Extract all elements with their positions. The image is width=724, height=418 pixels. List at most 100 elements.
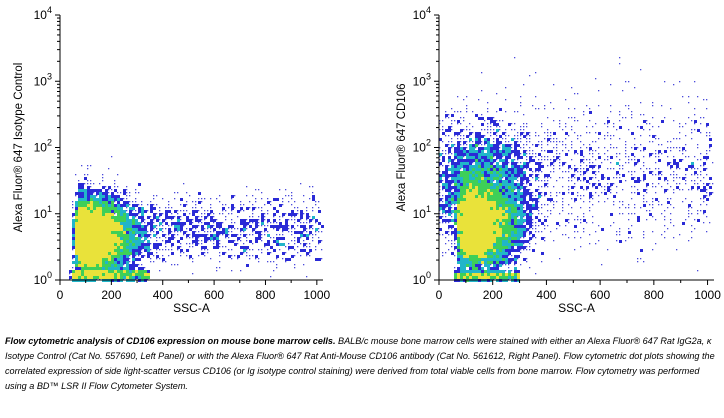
density-cell [162, 222, 164, 224]
density-cell [472, 171, 475, 174]
density-cell [487, 231, 490, 234]
density-cell [72, 216, 74, 218]
density-cell [442, 174, 445, 177]
density-cell [442, 186, 445, 189]
density-cell [96, 210, 99, 213]
density-cell [123, 270, 126, 273]
density-cell [520, 177, 523, 180]
density-cell [589, 183, 591, 185]
density-cell [475, 201, 478, 204]
density-cell [231, 270, 233, 272]
density-cell [463, 276, 466, 279]
density-cell [303, 201, 305, 203]
density-cell [484, 162, 487, 165]
density-cell [463, 99, 465, 101]
density-cell [267, 210, 269, 212]
density-cell [499, 195, 502, 198]
density-cell [493, 141, 495, 143]
density-cell [99, 213, 102, 216]
density-cell [285, 246, 287, 248]
density-cell [562, 201, 564, 203]
density-cell [102, 234, 105, 237]
density-cell [439, 207, 442, 210]
density-cell [478, 138, 481, 141]
density-cell [529, 132, 531, 134]
density-cell [117, 198, 120, 201]
density-cell [463, 270, 466, 273]
density-cell [108, 228, 111, 231]
density-cell [505, 99, 507, 101]
density-cell [105, 231, 108, 234]
density-cell [478, 195, 481, 198]
density-cell [481, 147, 484, 150]
density-cell [129, 222, 132, 225]
density-cell [129, 267, 132, 270]
density-cell [565, 138, 567, 140]
density-cell [111, 228, 114, 231]
density-cell [559, 168, 561, 170]
density-cell [135, 240, 138, 243]
density-cell [511, 231, 514, 234]
density-cell [511, 168, 514, 171]
density-cell [505, 156, 508, 159]
density-cell [84, 195, 87, 198]
density-cell [496, 153, 499, 156]
density-cell [637, 261, 639, 263]
x-tick-label: 1000 [694, 288, 721, 302]
density-cell [529, 240, 531, 242]
density-cell [279, 225, 282, 228]
density-cell [589, 234, 591, 236]
density-cell [442, 165, 444, 167]
density-cell [445, 153, 447, 155]
density-cell [243, 231, 245, 233]
density-cell [466, 234, 469, 237]
density-cell [129, 273, 132, 276]
density-cell [517, 156, 520, 159]
density-cell [478, 228, 481, 231]
density-cell [252, 219, 255, 222]
density-cell [589, 243, 591, 245]
density-cell [114, 198, 117, 201]
density-cell [493, 219, 496, 222]
density-cell [595, 231, 597, 233]
density-cell [174, 225, 177, 228]
density-cell [108, 168, 110, 170]
density-cell [538, 225, 540, 227]
density-cell [123, 222, 126, 225]
density-cell [105, 225, 108, 228]
density-cell [571, 174, 574, 177]
density-cell [72, 273, 75, 276]
density-cell [625, 153, 627, 155]
density-cell [445, 213, 447, 215]
density-cell [105, 264, 108, 267]
density-cell [463, 222, 466, 225]
density-cell [279, 237, 282, 240]
density-cell [261, 237, 263, 239]
density-cell [261, 192, 263, 194]
density-cell [147, 252, 150, 255]
density-cell [141, 255, 144, 258]
density-cell [225, 246, 227, 248]
density-cell [661, 171, 663, 173]
density-cell [619, 228, 621, 230]
density-cell [622, 90, 624, 92]
density-cell [177, 264, 179, 266]
density-cell [321, 249, 323, 251]
density-cell [673, 174, 675, 176]
density-cell [514, 135, 516, 137]
density-cell [499, 153, 502, 156]
density-cell [81, 234, 84, 237]
density-cell [90, 231, 93, 234]
density-cell [673, 159, 676, 162]
density-cell [457, 240, 460, 243]
density-cell [589, 150, 591, 152]
density-cell [490, 177, 493, 180]
density-cell [469, 207, 472, 210]
density-cell [132, 240, 135, 243]
density-cell [463, 159, 466, 162]
density-cell [132, 216, 135, 219]
density-cell [511, 171, 514, 174]
density-cell [204, 249, 206, 251]
density-cell [487, 168, 490, 171]
density-cell [84, 213, 87, 216]
